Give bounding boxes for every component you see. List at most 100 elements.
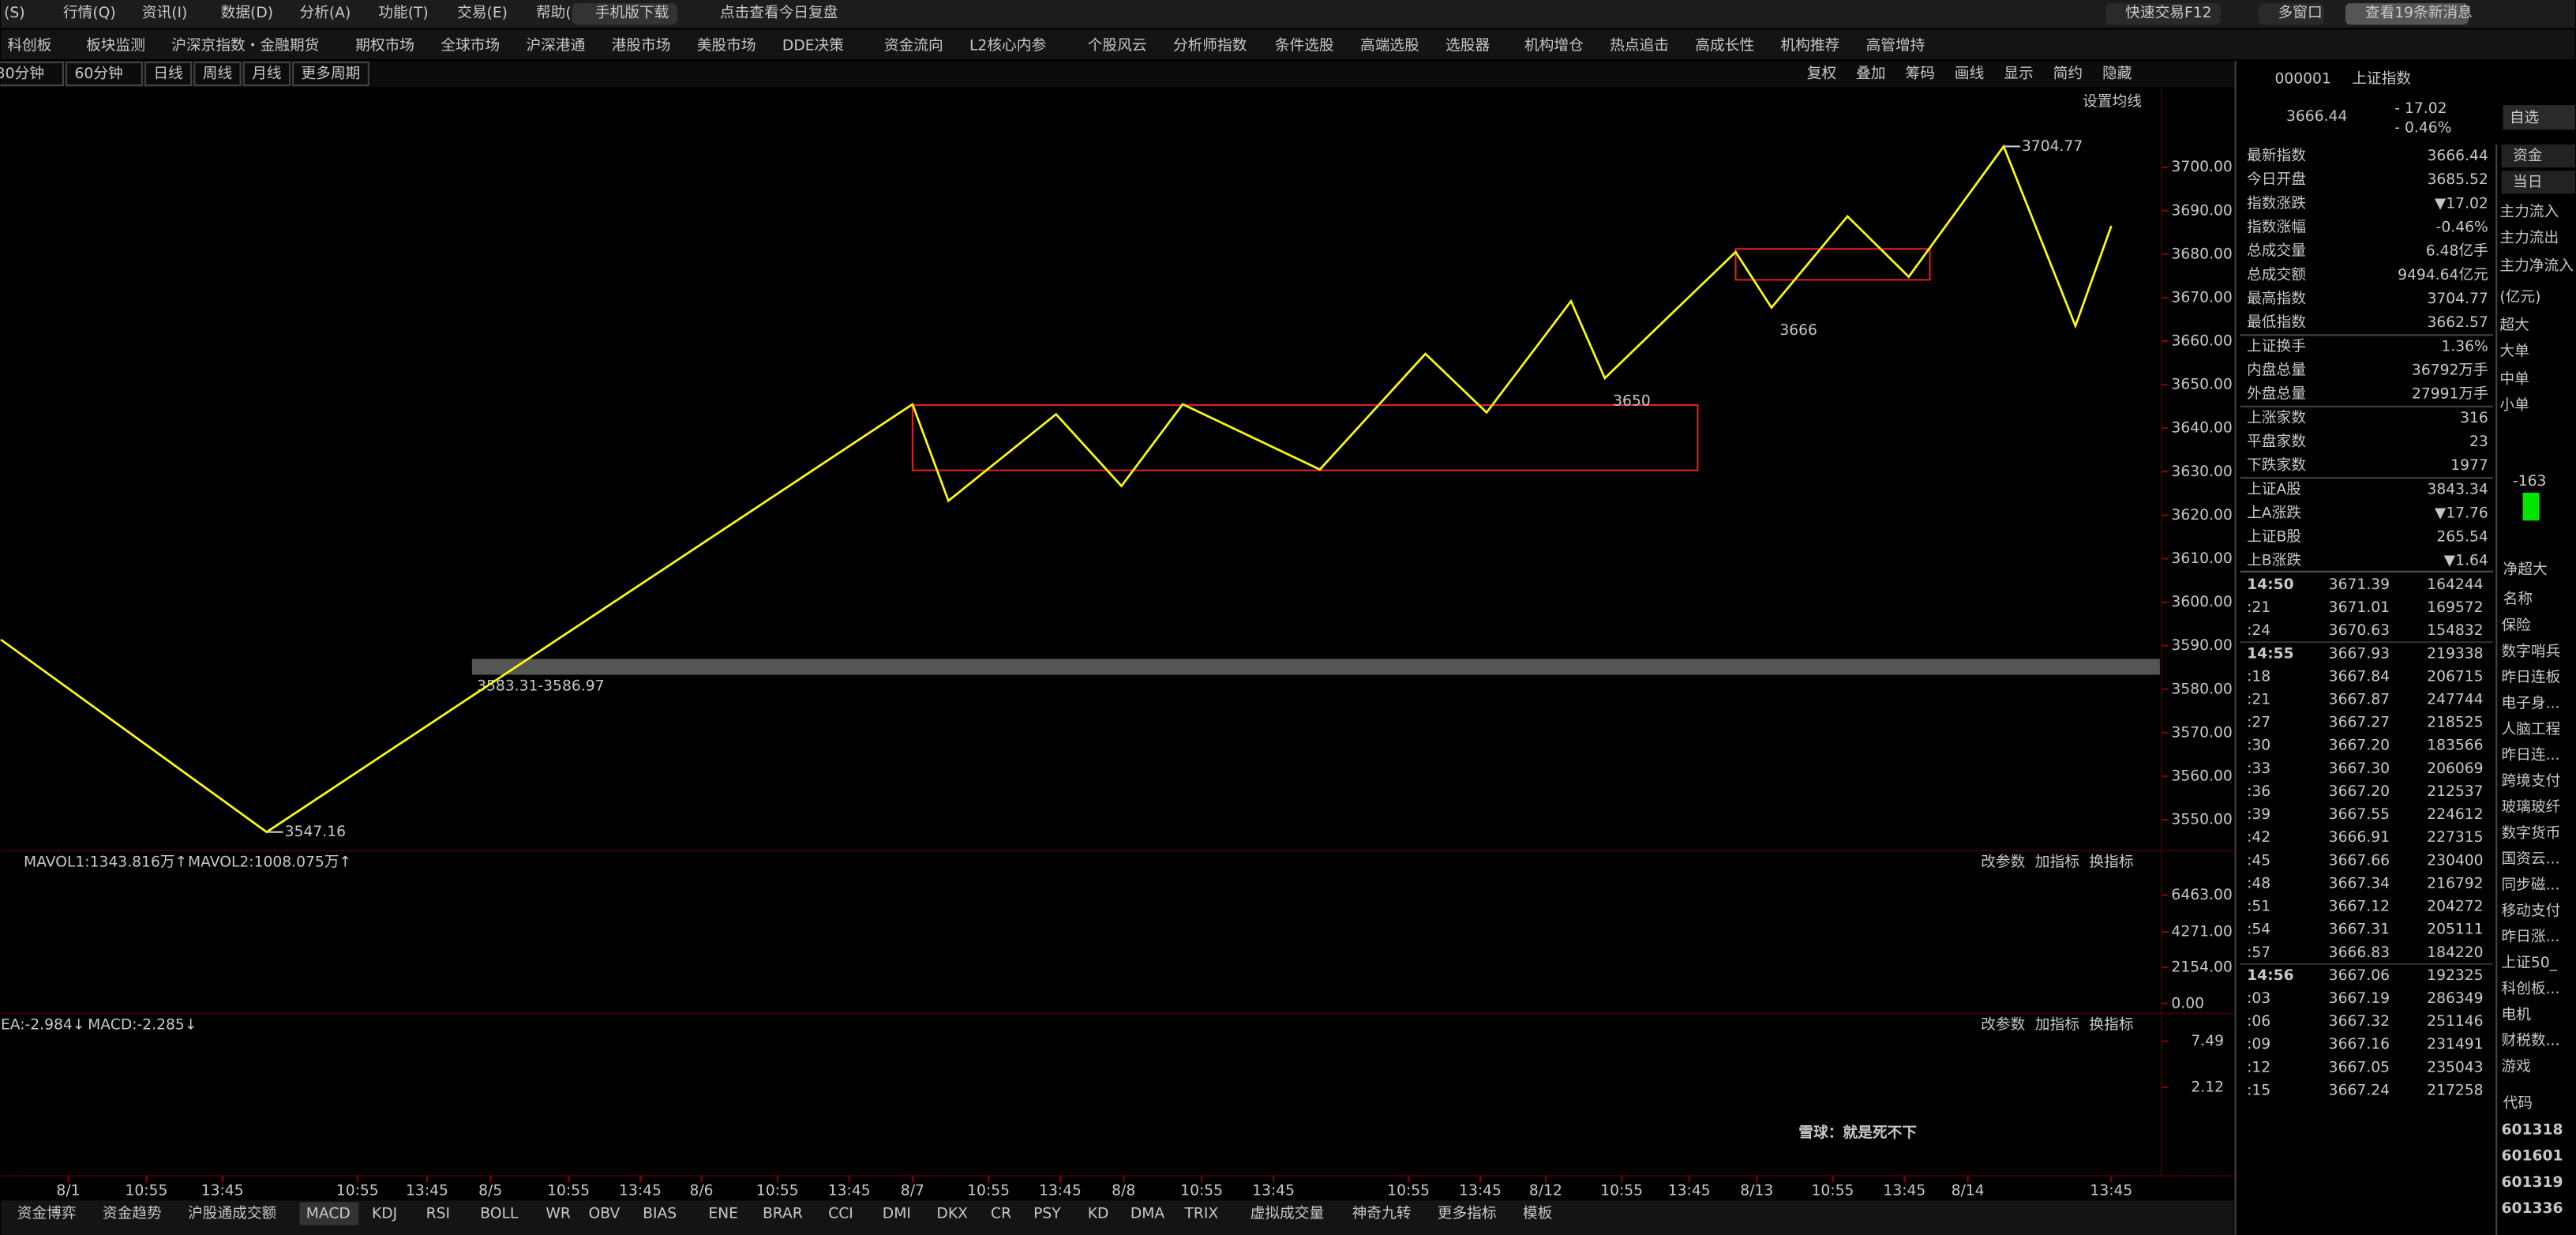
sector[interactable]: 移动支付 <box>2501 903 2560 919</box>
watch-button[interactable]: 自选 <box>2510 110 2540 126</box>
panel-action[interactable]: 换指标 <box>2089 854 2133 870</box>
indicator-tab[interactable]: ENE <box>708 1205 738 1222</box>
indicator-tab[interactable]: CR <box>991 1205 1011 1222</box>
tab[interactable]: 港股市场 <box>612 38 671 54</box>
panel-action[interactable]: 换指标 <box>2089 1016 2133 1033</box>
tab[interactable]: 期权市场 <box>355 38 414 54</box>
tab[interactable]: 热点追击 <box>1610 38 1669 54</box>
period[interactable]: 日线 <box>153 66 182 82</box>
indicator-tab[interactable]: 资金博弈 <box>17 1205 77 1222</box>
menu-button[interactable]: 多窗口 <box>2278 5 2323 21</box>
indicator-tab[interactable]: CCI <box>828 1205 853 1222</box>
indicator-tab[interactable]: BRAR <box>763 1205 803 1222</box>
tab[interactable]: 条件选股 <box>1275 38 1334 54</box>
tab[interactable]: 沪深港通 <box>526 38 585 54</box>
sector[interactable]: 财税数... <box>2501 1033 2559 1049</box>
period[interactable]: 30分钟 <box>0 66 44 82</box>
tool[interactable]: 筹码 <box>1906 66 1935 82</box>
tab[interactable]: 美股市场 <box>697 38 756 54</box>
indicator-tab[interactable]: 神奇九转 <box>1352 1205 1412 1222</box>
tool[interactable]: 简约 <box>2053 66 2083 82</box>
indicator-tab[interactable]: TRIX <box>1183 1205 1218 1222</box>
indicator-tab[interactable]: RSI <box>426 1205 450 1222</box>
tab[interactable]: L2核心内参 <box>969 38 1046 54</box>
menu-item[interactable]: 功能(T) <box>378 5 428 21</box>
sector[interactable]: 跨境支付 <box>2501 773 2560 790</box>
sector[interactable]: 科创板... <box>2501 981 2559 997</box>
stock-code[interactable]: 601319 <box>2501 1174 2563 1191</box>
menu-button[interactable]: 快速交易F12 <box>2125 5 2211 21</box>
tab[interactable]: DDE决策 <box>782 38 844 54</box>
tab[interactable]: 科创板 <box>7 38 51 54</box>
tab[interactable]: 分析师指数 <box>1173 38 1247 54</box>
indicator-tab[interactable]: OBV <box>589 1205 621 1222</box>
panel-action[interactable]: 改参数 <box>1981 1016 2025 1033</box>
sector[interactable]: 上证50_ <box>2501 955 2557 971</box>
sector[interactable]: 国资云... <box>2501 851 2559 868</box>
period[interactable]: 60分钟 <box>75 66 123 82</box>
tab[interactable]: 机构增仓 <box>1524 38 1584 54</box>
side-tab[interactable]: 当日 <box>2513 174 2542 190</box>
tab[interactable]: 全球市场 <box>441 38 500 54</box>
tab[interactable]: 沪深京指数・金融期货 <box>171 38 319 54</box>
tab[interactable]: 选股器 <box>1445 38 1490 54</box>
indicator-tab[interactable]: MACD <box>306 1205 351 1222</box>
net-label[interactable]: 净超大 <box>2503 561 2548 578</box>
indicator-tab[interactable]: BIAS <box>643 1205 677 1222</box>
period[interactable]: 周线 <box>203 66 232 82</box>
indicator-tab[interactable]: 更多指标 <box>1438 1205 1497 1222</box>
menu-button[interactable]: 查看19条新消息 <box>2365 5 2473 21</box>
period[interactable]: 月线 <box>252 66 281 82</box>
indicator-tab[interactable]: DMA <box>1131 1205 1165 1222</box>
period[interactable]: 更多周期 <box>302 66 361 82</box>
stock-code[interactable]: 601601 <box>2501 1148 2563 1165</box>
panel-action[interactable]: 加指标 <box>2035 854 2079 870</box>
tool[interactable]: 复权 <box>1807 66 1837 82</box>
sector[interactable]: 人脑工程 <box>2501 721 2560 738</box>
sector[interactable]: 电机 <box>2501 1007 2531 1023</box>
indicator-tab[interactable]: 资金趋势 <box>103 1205 162 1222</box>
sector[interactable]: 数字货币 <box>2501 825 2560 842</box>
menu-button[interactable]: 点击查看今日复盘 <box>720 5 838 21</box>
stock-code[interactable]: 601318 <box>2501 1121 2563 1138</box>
tool[interactable]: 隐藏 <box>2102 66 2132 82</box>
indicator-tab[interactable]: 模板 <box>1523 1205 1553 1222</box>
tool[interactable]: 显示 <box>2004 66 2033 82</box>
menu-item[interactable]: 资讯(I) <box>142 5 188 21</box>
indicator-tab[interactable]: 虚拟成交量 <box>1251 1205 1325 1222</box>
indicator-tab[interactable]: DMI <box>883 1205 911 1222</box>
tab[interactable]: 高端选股 <box>1360 38 1419 54</box>
menu-item[interactable]: (S) <box>4 5 24 21</box>
side-tab[interactable]: 资金 <box>2513 148 2543 164</box>
tab[interactable]: 资金流向 <box>884 38 943 54</box>
tab[interactable]: 高管增持 <box>1866 38 1925 54</box>
indicator-tab[interactable]: BOLL <box>480 1205 519 1222</box>
panel-action[interactable]: 加指标 <box>2035 1016 2079 1033</box>
indicator-tab[interactable]: KD <box>1088 1205 1109 1222</box>
sector[interactable]: 玻璃玻纤 <box>2501 799 2560 816</box>
menu-item[interactable]: 交易(E) <box>457 5 508 21</box>
indicator-tab[interactable]: PSY <box>1033 1205 1061 1222</box>
indicator-tab[interactable]: DKX <box>936 1205 968 1222</box>
tab[interactable]: 机构推荐 <box>1780 38 1839 54</box>
sector[interactable]: 数字哨兵 <box>2501 644 2560 660</box>
tab[interactable]: 板块监测 <box>86 38 145 54</box>
menu-button[interactable]: 手机版下载 <box>595 5 669 21</box>
sector[interactable]: 昨日连板 <box>2501 670 2560 686</box>
tab[interactable]: 高成长性 <box>1695 38 1754 54</box>
sector[interactable]: 游戏 <box>2501 1059 2530 1075</box>
menu-item[interactable]: 行情(Q) <box>63 5 116 21</box>
sector[interactable]: 昨日连... <box>2501 747 2559 764</box>
sector[interactable]: 电子身... <box>2501 695 2559 711</box>
sector[interactable]: 保险 <box>2501 618 2531 634</box>
indicator-tab[interactable]: KDJ <box>372 1205 397 1222</box>
sector[interactable]: 同步磁... <box>2501 877 2559 894</box>
tab[interactable]: 个股风云 <box>1088 38 1147 54</box>
menu-item[interactable]: 分析(A) <box>299 5 351 21</box>
ma-setting[interactable]: 设置均线 <box>2083 93 2142 110</box>
sector[interactable]: 昨日涨... <box>2501 929 2559 945</box>
indicator-tab[interactable]: 沪股通成交额 <box>188 1205 277 1222</box>
tool[interactable]: 叠加 <box>1856 66 1885 82</box>
panel-action[interactable]: 改参数 <box>1981 854 2025 870</box>
stock-code[interactable]: 601336 <box>2501 1200 2563 1217</box>
